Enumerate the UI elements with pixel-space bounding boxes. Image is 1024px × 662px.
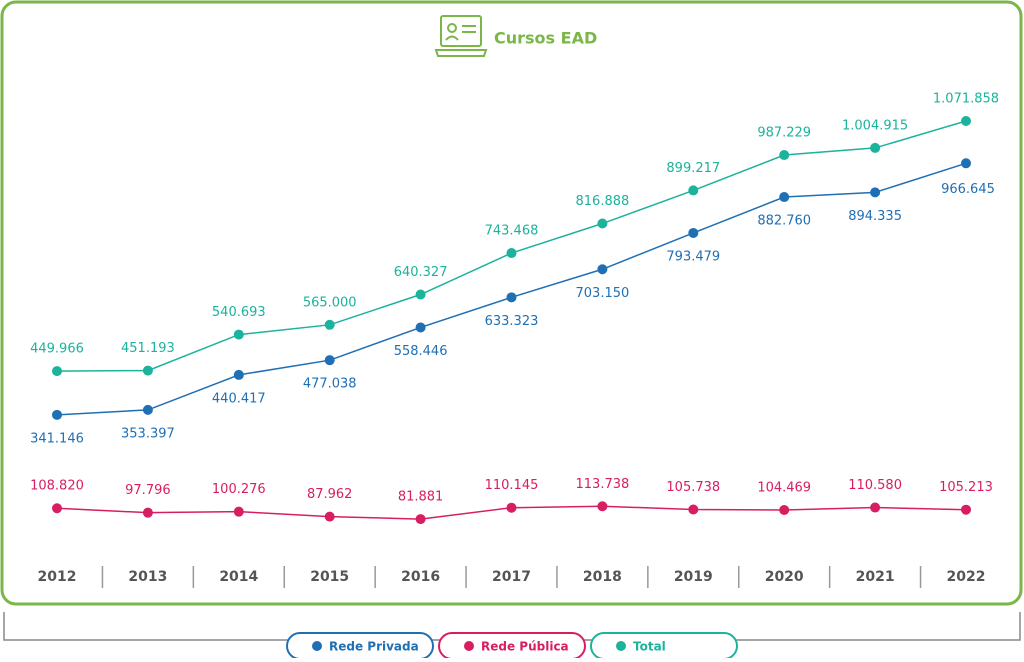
data-label: 113.738 bbox=[576, 477, 630, 492]
data-label: 87.962 bbox=[307, 487, 353, 502]
data-point bbox=[688, 504, 699, 515]
title-icon bbox=[434, 15, 488, 57]
data-point bbox=[142, 507, 153, 518]
data-label: 110.580 bbox=[848, 478, 902, 493]
x-tick-label: 2017 bbox=[492, 569, 531, 585]
data-label: 105.213 bbox=[939, 480, 993, 495]
data-label: 477.038 bbox=[303, 377, 357, 392]
data-point bbox=[324, 511, 335, 522]
data-point bbox=[233, 329, 244, 340]
data-label: 882.760 bbox=[757, 214, 811, 229]
data-point bbox=[415, 289, 426, 300]
x-tick-label: 2019 bbox=[674, 569, 713, 585]
data-label: 440.417 bbox=[212, 391, 266, 406]
x-tick-label: 2020 bbox=[765, 569, 804, 585]
x-tick-label: 2015 bbox=[310, 569, 349, 585]
data-label: 110.145 bbox=[485, 478, 539, 493]
data-point bbox=[779, 150, 790, 161]
data-point bbox=[961, 158, 971, 169]
data-label: 987.229 bbox=[757, 126, 811, 141]
legend-label: Rede Privada bbox=[329, 640, 419, 654]
data-label: 1.004.915 bbox=[842, 118, 908, 133]
data-point bbox=[870, 187, 881, 198]
chart-title: Cursos EAD bbox=[494, 29, 597, 48]
data-label: 1.071.858 bbox=[933, 92, 999, 107]
legend-marker bbox=[616, 641, 626, 651]
data-label: 558.446 bbox=[394, 344, 448, 359]
data-label: 341.146 bbox=[30, 431, 84, 446]
x-tick-label: 2021 bbox=[856, 569, 895, 585]
data-label: 565.000 bbox=[303, 295, 357, 310]
data-label: 451.193 bbox=[121, 341, 175, 356]
data-label: 540.693 bbox=[212, 305, 266, 320]
data-point bbox=[233, 506, 244, 517]
data-label: 640.327 bbox=[394, 265, 448, 280]
data-label: 353.397 bbox=[121, 426, 175, 441]
legend-label: Rede Pública bbox=[481, 640, 569, 654]
legend-item: Rede Privada bbox=[286, 632, 434, 660]
data-point bbox=[324, 355, 335, 366]
data-label: 104.469 bbox=[757, 480, 811, 495]
x-tick-label: 2012 bbox=[38, 569, 77, 585]
series-line bbox=[56, 162, 967, 416]
data-label: 97.796 bbox=[125, 483, 171, 498]
data-label: 108.820 bbox=[30, 479, 84, 494]
data-label: 633.323 bbox=[485, 314, 539, 329]
data-label: 81.881 bbox=[398, 490, 444, 505]
data-point bbox=[233, 369, 244, 380]
data-point bbox=[779, 504, 790, 515]
legend-item: Total bbox=[590, 632, 738, 660]
data-point bbox=[506, 502, 517, 513]
data-point bbox=[415, 514, 426, 525]
data-point bbox=[870, 142, 881, 153]
data-point bbox=[142, 365, 153, 376]
data-point bbox=[52, 366, 62, 377]
data-label: 894.335 bbox=[848, 209, 902, 224]
data-point bbox=[52, 409, 62, 420]
data-label: 703.150 bbox=[576, 286, 630, 301]
data-point bbox=[688, 185, 699, 196]
data-point bbox=[597, 218, 608, 229]
data-point bbox=[506, 292, 517, 303]
x-tick-label: 2014 bbox=[219, 569, 258, 585]
x-tick-label: 2016 bbox=[401, 569, 440, 585]
data-label: 966.645 bbox=[941, 182, 995, 197]
data-point bbox=[597, 501, 608, 512]
data-point bbox=[506, 248, 517, 259]
data-label: 816.888 bbox=[576, 194, 630, 209]
x-tick-label: 2022 bbox=[947, 569, 986, 585]
legend-item: Rede Pública bbox=[438, 632, 586, 660]
data-label: 899.217 bbox=[666, 161, 720, 176]
data-label: 743.468 bbox=[485, 224, 539, 239]
data-point bbox=[142, 404, 153, 415]
data-point bbox=[324, 319, 335, 330]
data-label: 449.966 bbox=[30, 342, 84, 357]
x-tick-label: 2018 bbox=[583, 569, 622, 585]
data-label: 100.276 bbox=[212, 482, 266, 497]
legend-label: Total bbox=[633, 640, 666, 654]
data-point bbox=[52, 503, 62, 514]
data-label: 793.479 bbox=[666, 249, 720, 264]
series-line bbox=[56, 120, 967, 372]
data-point bbox=[961, 504, 971, 515]
legend-marker bbox=[312, 641, 322, 651]
data-point bbox=[779, 192, 790, 203]
data-point bbox=[688, 227, 699, 238]
data-label: 105.738 bbox=[666, 480, 720, 495]
data-point bbox=[597, 264, 608, 275]
frame bbox=[0, 0, 1023, 606]
data-point bbox=[961, 116, 971, 126]
data-point bbox=[415, 322, 426, 333]
data-point bbox=[870, 502, 881, 513]
x-tick-label: 2013 bbox=[128, 569, 167, 585]
legend-marker bbox=[464, 641, 474, 651]
